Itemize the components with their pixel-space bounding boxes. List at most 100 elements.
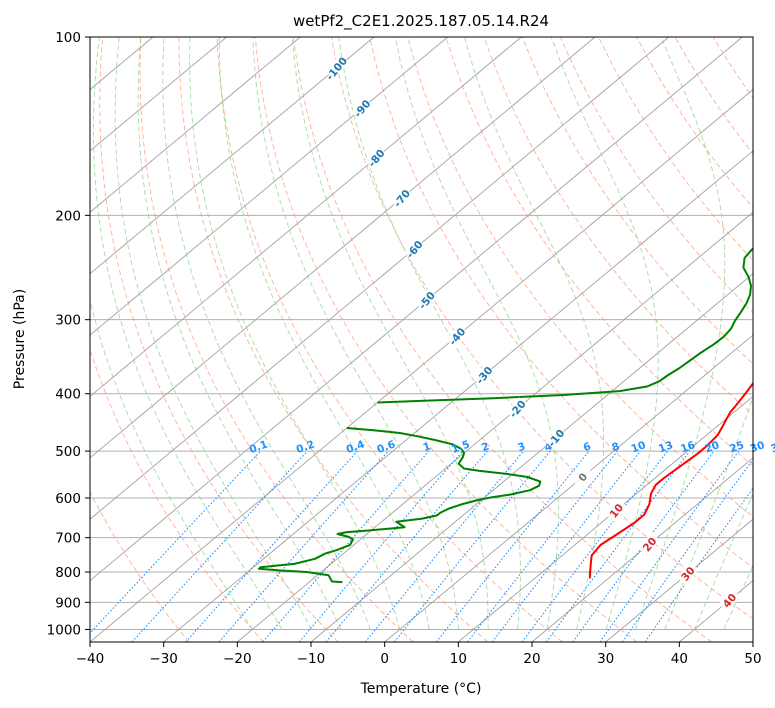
mixing-ratio-line <box>218 450 389 642</box>
dry-adiabat-line <box>407 37 753 518</box>
x-tick-label: 0 <box>380 651 389 667</box>
y-tick-label: 300 <box>55 313 81 329</box>
x-axis-ticks: −40 −30 −20 −10 0 10 20 30 40 50 <box>76 642 762 667</box>
dry-adiabat-line <box>254 37 638 642</box>
mixing-ratio-label: 8 <box>610 440 621 454</box>
profile-lines <box>257 247 753 584</box>
isotherm-line <box>90 37 596 459</box>
mixing-ratio-line <box>491 450 641 642</box>
x-tick-label: −20 <box>223 651 252 667</box>
isotherm-label-bg <box>350 96 373 120</box>
dry-adiabat-line <box>750 37 753 41</box>
isotherm-label-bg <box>390 186 413 210</box>
moist-adiabat-line <box>291 37 489 630</box>
x-tick-label: 40 <box>671 651 688 667</box>
dry-adiabat-line <box>521 37 753 365</box>
mixing-ratio-line <box>393 450 551 642</box>
mixing-ratio-label: 2 <box>480 440 491 454</box>
dewpoint-profile-upper-line <box>377 247 753 404</box>
dry-adiabat-line <box>331 37 753 620</box>
x-tick-label: 50 <box>744 651 761 667</box>
y-tick-label: 800 <box>55 565 81 581</box>
isotherm-label-bg <box>445 324 468 348</box>
moist-adiabat-line <box>635 37 726 630</box>
isotherm-line <box>310 273 753 642</box>
moist-adiabat-line <box>114 37 312 630</box>
dry-adiabat-line <box>712 37 753 99</box>
isotherm-label-bg <box>571 465 594 489</box>
background-lines <box>90 37 753 642</box>
isotherm-label-bg <box>544 426 567 450</box>
isotherm-label-bg <box>605 499 628 523</box>
isotherm-line <box>531 457 753 642</box>
mixing-ratio-line <box>90 450 262 634</box>
dry-adiabat-line <box>178 37 488 642</box>
chart-title: wetPf2_C2E1.2025.187.05.14.R24 <box>293 12 549 31</box>
dry-adiabat-line <box>90 490 190 642</box>
moist-adiabat-line <box>664 396 753 630</box>
isotherm-line <box>90 37 375 275</box>
moist-adiabat-line <box>723 564 753 630</box>
moist-adiabat-line <box>550 37 659 630</box>
y-axis-ticks: 100 200 300 400 500 600 700 800 900 1000 <box>47 30 90 638</box>
x-tick-label: −40 <box>76 651 105 667</box>
isotherm-line <box>90 37 522 398</box>
x-tick-label: 10 <box>450 651 467 667</box>
mixing-ratio-label: 0.1 <box>248 438 270 456</box>
dry-adiabat-line <box>674 37 753 155</box>
moist-adiabat-line <box>189 37 401 630</box>
temperature-profile-line <box>588 381 753 579</box>
dewpoint-profile-lower-line <box>257 427 542 584</box>
moist-adiabat-line <box>218 37 430 630</box>
y-axis-label: Pressure (hPa) <box>12 289 28 389</box>
mixing-ratio-label: 0.4 <box>345 438 367 456</box>
isotherm-line <box>384 334 753 642</box>
mixing-ratio-line <box>621 458 753 642</box>
mixing-ratio-label: 0.2 <box>295 438 317 456</box>
y-tick-label: 200 <box>55 208 81 224</box>
mixing-ratio-label: 36 <box>769 439 775 455</box>
dry-adiabat-line <box>559 37 753 314</box>
isotherm-label-bg <box>403 237 426 261</box>
mixing-ratio-label: 13 <box>657 439 675 455</box>
mixing-ratio-line <box>467 450 619 642</box>
y-tick-label: 500 <box>55 444 81 460</box>
isotherm-label-bg <box>718 588 741 612</box>
moist-adiabat-line <box>92 37 283 630</box>
moist-adiabat-line <box>394 37 559 630</box>
y-tick-label: 400 <box>55 387 81 403</box>
isotherm-label-bg <box>638 532 661 556</box>
isotherm-label-bg <box>415 288 438 312</box>
dry-adiabat-line <box>445 37 753 467</box>
mixing-ratio-line <box>599 450 740 642</box>
dry-adiabat-line <box>99 37 339 642</box>
isotherm-line <box>752 641 753 642</box>
moist-adiabat-line <box>137 37 342 630</box>
mixing-ratio-label: 10 <box>630 439 648 455</box>
isotherm-line <box>458 395 753 642</box>
mixing-ratio-label: 16 <box>679 439 697 455</box>
dry-adiabat-line <box>90 347 264 642</box>
mixing-ratio-label: 1.5 <box>450 438 472 456</box>
x-tick-label: 30 <box>597 651 614 667</box>
isotherm-label-bg <box>472 363 496 387</box>
isotherm-label-bg <box>506 397 529 421</box>
mixing-ratio-line <box>325 450 488 642</box>
x-axis-label: Temperature (°C) <box>360 681 482 697</box>
mixing-ratio-line <box>545 450 691 642</box>
plot-frame <box>89 36 754 643</box>
mixing-ratio-line <box>572 450 715 642</box>
x-tick-label: 20 <box>523 651 540 667</box>
mixing-ratio-label: 4 <box>543 440 554 454</box>
mixing-ratio-label: 0.6 <box>375 438 397 456</box>
line-labels: 0.1 0.2 0.4 0.6 1 1.5 2 3 4 6 8 10 13 16 20 25 30 36-100-… <box>248 55 775 612</box>
mixing-ratio-label: 1 <box>421 440 432 454</box>
moist-adiabat-line <box>90 297 253 630</box>
dry-adiabat-line <box>216 37 563 642</box>
isotherm-line <box>90 37 301 213</box>
dry-adiabat-line <box>483 37 753 416</box>
mixing-ratio-line <box>298 450 464 642</box>
y-tick-label: 1000 <box>47 622 81 638</box>
isotherm-line <box>90 37 669 520</box>
